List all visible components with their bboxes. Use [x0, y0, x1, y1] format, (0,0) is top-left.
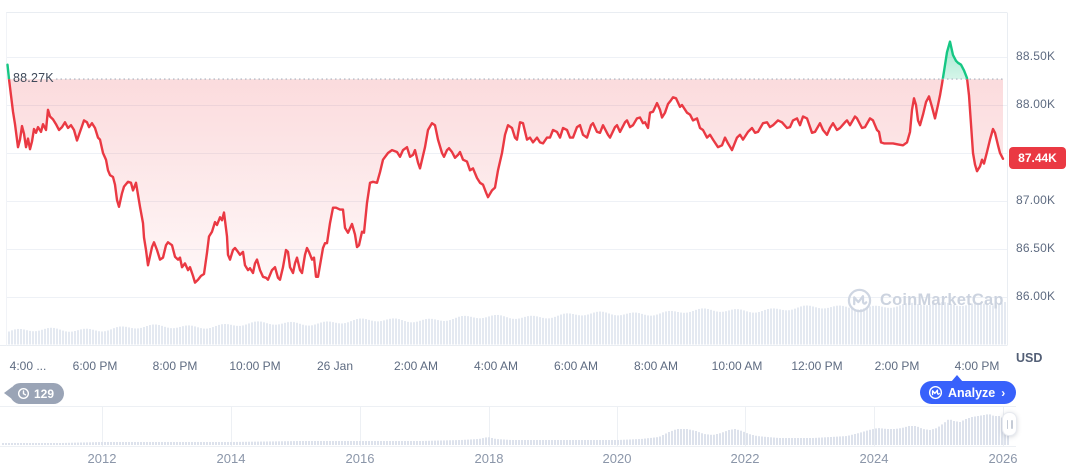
x-tick-label: 26 Jan — [316, 359, 354, 373]
minimap — [0, 406, 1016, 447]
minimap-year-label: 2024 — [859, 451, 889, 466]
analyze-button[interactable]: Analyze › — [920, 375, 1017, 404]
x-tick-label: 12:00 PM — [791, 359, 843, 373]
minimap-scrubber-track[interactable] — [0, 406, 1016, 446]
watermark-text: CoinMarketCap — [880, 291, 1004, 309]
y-tick-label: 88.50K — [1016, 49, 1056, 63]
minimap-histogram — [2, 414, 1009, 445]
y-tick-label: 87.00K — [1016, 193, 1056, 207]
y-tick-label: 88.00K — [1016, 97, 1056, 111]
minimap-year-label: 2018 — [474, 451, 504, 466]
minimap-year-label: 2016 — [345, 451, 375, 466]
x-tick-label: 8:00 AM — [633, 359, 679, 373]
history-clock-icon — [17, 387, 30, 400]
minimap-scrubber-handle[interactable] — [1002, 412, 1017, 436]
x-tick-label: 4:00 ... — [9, 359, 47, 373]
coinmarketcap-logo-icon — [847, 288, 872, 313]
minimap-year-label: 2020 — [602, 451, 632, 466]
minimap-year-label: 2014 — [216, 451, 246, 466]
x-tick-label: 8:00 PM — [152, 359, 198, 373]
x-tick-label: 10:00 PM — [229, 359, 281, 373]
volume-bars — [8, 301, 1006, 345]
y-tick-label: 86.50K — [1016, 241, 1056, 255]
annotations-badge[interactable]: 129 — [3, 383, 65, 404]
open-price-label: 88.27K — [13, 71, 54, 85]
chevron-right-icon: › — [1001, 385, 1006, 400]
watermark: CoinMarketCap — [846, 287, 1004, 314]
y-tick-label: 86.00K — [1016, 289, 1056, 303]
x-tick-label: 10:00 AM — [711, 359, 763, 373]
annotations-count: 129 — [34, 386, 55, 401]
minimap-year-label: 2022 — [730, 451, 760, 466]
x-tick-label: 2:00 AM — [393, 359, 439, 373]
chart-border — [0, 12, 1008, 346]
minimap-year-label: 2026 — [988, 451, 1018, 466]
y-axis-unit: USD — [1016, 351, 1043, 365]
x-tick-label: 4:00 AM — [473, 359, 519, 373]
x-tick-label: 4:00 PM — [954, 359, 1000, 373]
minimap-year-label: 2012 — [87, 451, 117, 466]
analyze-label: Analyze — [948, 385, 996, 400]
x-tick-label: 2:00 PM — [874, 359, 920, 373]
x-tick-label: 6:00 PM — [72, 359, 118, 373]
current-price-badge: 87.44K — [1009, 147, 1066, 169]
coinmarketcap-logo-icon — [928, 385, 943, 400]
x-tick-label: 6:00 AM — [553, 359, 599, 373]
price-line-down — [7, 79, 1005, 284]
